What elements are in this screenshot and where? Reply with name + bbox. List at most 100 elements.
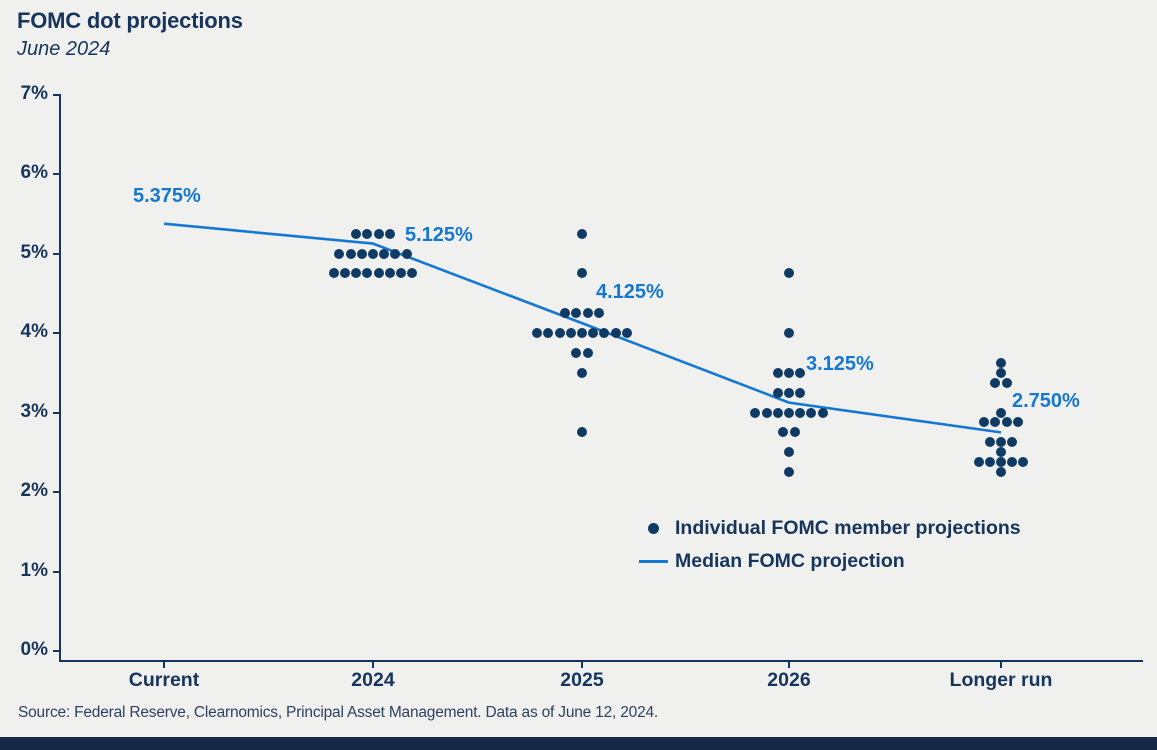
member-dot	[571, 308, 582, 319]
member-dot	[990, 377, 1001, 388]
member-dot	[1007, 437, 1018, 448]
member-dot	[368, 248, 378, 259]
member-dot	[345, 248, 356, 259]
member-dot	[789, 427, 800, 438]
y-tick-label: 6%	[20, 162, 48, 183]
x-tick-label: 2025	[560, 669, 604, 691]
member-dot	[384, 268, 395, 279]
member-dot	[554, 328, 565, 338]
member-dot	[784, 268, 794, 279]
member-dot	[784, 447, 794, 458]
y-tick	[53, 491, 59, 493]
member-dot	[577, 328, 587, 338]
median-value-label: 4.125%	[596, 281, 664, 303]
member-dot	[577, 228, 587, 239]
x-tick	[372, 662, 374, 668]
member-dot	[772, 367, 783, 378]
member-dot	[1001, 417, 1012, 428]
x-tick	[1000, 662, 1002, 668]
x-tick	[163, 662, 165, 668]
legend-label: Individual FOMC member projections	[675, 517, 1021, 539]
member-dot	[1001, 377, 1012, 388]
member-dot	[996, 457, 1006, 468]
member-dot	[328, 268, 339, 279]
member-dot	[599, 328, 610, 338]
y-tick-label: 4%	[20, 321, 48, 342]
member-dot	[396, 268, 406, 279]
member-dot	[560, 308, 571, 319]
x-axis-line	[59, 660, 1143, 662]
member-dot	[571, 347, 582, 358]
member-dot	[362, 228, 373, 239]
member-dot	[401, 248, 412, 259]
member-dot	[384, 228, 395, 239]
y-tick-label: 1%	[20, 559, 48, 581]
median-value-label: 5.125%	[405, 224, 473, 246]
member-dot	[996, 447, 1006, 458]
member-dot	[973, 457, 984, 468]
chart-subtitle: June 2024	[17, 38, 111, 60]
y-tick-label: 5%	[20, 241, 48, 263]
member-dot	[996, 467, 1006, 478]
member-dot	[990, 417, 1001, 428]
member-dot	[582, 347, 593, 358]
member-dot	[577, 268, 587, 279]
y-tick-label: 0%	[20, 639, 48, 660]
y-tick	[53, 173, 59, 175]
member-dot	[340, 268, 350, 279]
member-dot	[784, 407, 794, 418]
member-dot	[621, 328, 632, 338]
member-dot	[407, 268, 418, 279]
y-tick-label: 2%	[20, 480, 48, 501]
member-dot	[565, 328, 576, 338]
member-dot	[750, 407, 761, 418]
member-dot	[784, 328, 794, 338]
member-dot	[362, 268, 373, 279]
dot-icon	[647, 523, 659, 534]
legend-item-median-projection: Median FOMC projection	[638, 545, 1021, 578]
member-dot	[379, 248, 390, 259]
median-value-label: 5.375%	[133, 185, 201, 207]
x-tick-label: Longer run	[949, 669, 1053, 691]
y-tick	[53, 252, 59, 255]
member-dot	[1018, 457, 1029, 468]
member-dot	[593, 308, 604, 319]
y-tick	[53, 650, 59, 652]
y-tick-label: 7%	[20, 82, 48, 104]
member-dot	[806, 407, 817, 418]
member-dot	[784, 387, 794, 398]
y-tick	[53, 411, 59, 414]
member-dot	[610, 328, 621, 338]
x-tick-label: 2026	[767, 669, 811, 691]
member-dot	[996, 407, 1006, 418]
x-tick	[788, 662, 790, 668]
member-dot	[784, 467, 794, 478]
member-dot	[334, 248, 345, 259]
member-dot	[817, 407, 828, 418]
member-dot	[761, 407, 772, 418]
y-tick	[53, 332, 59, 334]
member-dot	[795, 387, 806, 398]
chart-title: FOMC dot projections	[17, 8, 243, 33]
x-tick-label: Current	[128, 669, 200, 691]
member-dot	[351, 268, 362, 279]
member-dot	[984, 457, 995, 468]
member-dot	[996, 437, 1006, 448]
y-tick-label: 3%	[20, 400, 48, 422]
legend-dot-marker	[638, 523, 668, 534]
member-dot	[1012, 417, 1023, 428]
member-dot	[582, 308, 593, 319]
member-dot	[351, 228, 362, 239]
legend: Individual FOMC member projections Media…	[638, 512, 1021, 578]
y-tick	[53, 93, 59, 96]
x-tick-label: 2024	[351, 669, 395, 691]
member-dot	[795, 367, 806, 378]
legend-line-marker	[638, 560, 668, 563]
line-icon	[638, 560, 668, 563]
member-dot	[795, 407, 806, 418]
member-dot	[373, 268, 384, 279]
legend-label: Median FOMC projection	[675, 550, 905, 572]
member-dot	[778, 427, 789, 438]
y-tick	[53, 570, 59, 573]
member-dot	[979, 417, 990, 428]
